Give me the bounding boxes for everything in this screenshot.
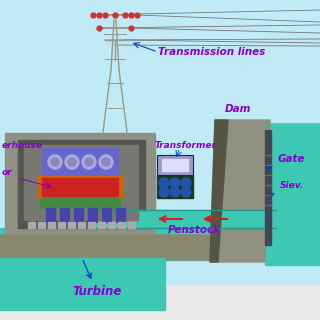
Bar [38,222,45,228]
Bar [42,178,118,196]
Bar [58,222,65,228]
Bar [42,148,118,176]
Circle shape [170,178,180,188]
Bar [46,208,55,222]
Text: Siev.: Siev. [269,181,304,197]
Text: or: or [2,168,12,177]
Text: Transmission lines: Transmission lines [158,47,265,57]
Circle shape [181,187,191,197]
Bar [5,133,155,235]
Bar [95,210,275,228]
Bar [265,120,320,265]
Bar [157,175,193,198]
Polygon shape [0,235,250,260]
Bar [60,208,69,222]
Text: Penstock: Penstock [168,225,221,235]
Bar [38,176,122,198]
Circle shape [51,158,59,166]
Bar [74,208,83,222]
Text: erhouse: erhouse [2,141,43,150]
Text: Turbine: Turbine [72,260,121,298]
Bar [0,285,320,320]
Circle shape [159,187,169,197]
Bar [88,222,95,228]
Bar [265,130,271,245]
Bar [0,228,215,260]
Bar [162,159,188,171]
Circle shape [102,158,110,166]
Bar [108,222,115,228]
Circle shape [65,155,79,169]
Bar [98,222,105,228]
Text: Gate: Gate [267,154,306,171]
Polygon shape [155,228,275,258]
Bar [24,145,138,220]
Text: Dam: Dam [225,104,252,114]
Circle shape [85,158,93,166]
Bar [40,198,120,208]
Bar [48,222,55,228]
Bar [265,0,320,122]
Bar [157,155,193,175]
Circle shape [181,178,191,188]
Bar [128,222,135,228]
Bar [78,222,85,228]
Bar [28,222,35,228]
Circle shape [159,178,169,188]
Bar [88,208,97,222]
Polygon shape [210,120,228,262]
Bar [102,208,111,222]
Bar [18,140,145,228]
Circle shape [68,158,76,166]
Circle shape [48,155,62,169]
Polygon shape [210,120,270,262]
Bar [116,208,125,222]
Bar [68,222,75,228]
Circle shape [170,187,180,197]
Bar [0,258,165,310]
Circle shape [99,155,113,169]
Bar [118,222,125,228]
Text: Transformer: Transformer [155,141,217,150]
Circle shape [82,155,96,169]
